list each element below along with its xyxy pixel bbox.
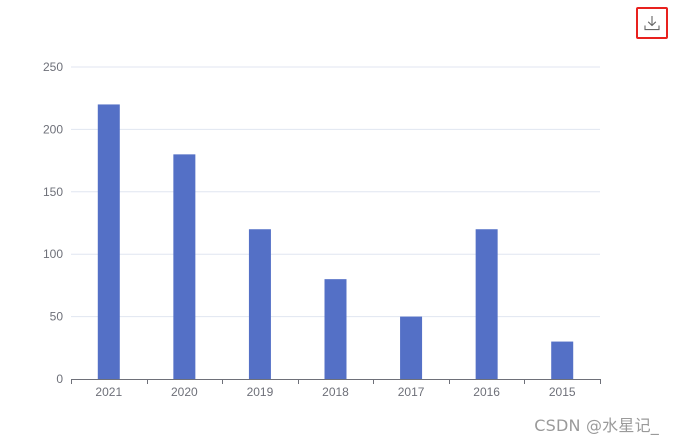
- x-tick-label: 2020: [171, 385, 198, 399]
- bar-2015: [551, 341, 574, 379]
- x-tick-label: 2016: [473, 385, 500, 399]
- bars: [97, 104, 574, 379]
- y-tick-label: 150: [43, 185, 63, 199]
- y-tick-label: 100: [43, 247, 63, 261]
- grid-lines: [71, 66, 600, 318]
- bar-2019: [248, 229, 271, 379]
- x-tick-label: 2019: [247, 385, 274, 399]
- bar-2016: [475, 229, 498, 379]
- bar-2020: [173, 154, 196, 379]
- y-tick-label: 250: [43, 60, 63, 74]
- download-icon: [644, 16, 660, 31]
- x-tick-label: 2021: [95, 385, 122, 399]
- x-tick-label: 2017: [398, 385, 425, 399]
- bar-2017: [400, 316, 423, 379]
- x-tick-label: 2015: [549, 385, 576, 399]
- y-tick-label: 0: [56, 372, 63, 386]
- x-axis: [71, 379, 601, 384]
- y-tick-label: 50: [50, 310, 64, 324]
- bar-2018: [324, 279, 347, 379]
- x-tick-label: 2018: [322, 385, 349, 399]
- watermark: CSDN @水星记_: [534, 416, 659, 435]
- bar-2021: [97, 104, 120, 379]
- x-axis-ticks: 2021 2020 2019 2018 2017 2016 2015: [95, 385, 575, 399]
- y-tick-label: 200: [43, 122, 63, 136]
- y-axis-ticks: 0 50 100 150 200 250: [43, 60, 63, 386]
- download-button[interactable]: [636, 7, 668, 39]
